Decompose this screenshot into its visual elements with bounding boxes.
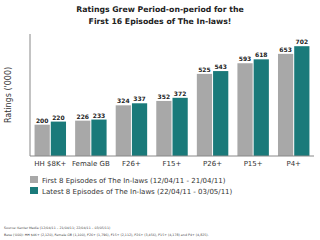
data-label: 618: [255, 51, 268, 58]
x-tick-label: F26+: [122, 160, 141, 168]
y-axis-line: [30, 34, 31, 156]
x-tick-label: HH $8K+: [34, 160, 66, 168]
bar: [35, 125, 50, 156]
data-labels: 200 226 324 352 525 593 653 220 233 337 372 543 618 7…: [36, 38, 308, 124]
data-label: 200: [36, 117, 49, 124]
chart: Ratings Grew Period-on-period for the Fir…: [0, 0, 320, 240]
bar: [75, 121, 90, 156]
bar: [213, 71, 228, 156]
bar: [91, 120, 106, 156]
data-label: 653: [279, 46, 292, 53]
data-label: 525: [198, 66, 211, 73]
bar: [132, 103, 147, 156]
x-tick-label: F15+: [163, 160, 182, 168]
data-label: 372: [174, 90, 187, 97]
legend-swatch: [30, 187, 38, 194]
bar: [237, 63, 252, 156]
title-line: First 16 Episodes of The In-laws!: [89, 17, 232, 26]
x-tick-label: Female GB: [72, 160, 110, 168]
background: [0, 0, 320, 240]
data-label: 593: [239, 55, 252, 62]
source-line: Source: Kantar Media (12/04/11 – 21/04/1…: [4, 226, 110, 230]
data-label: 226: [76, 113, 89, 120]
legend-entry: First 8 Episodes of The In-laws (12/04/1…: [42, 177, 226, 185]
bar: [197, 74, 212, 156]
y-axis-label: Ratings ('000): [4, 67, 13, 123]
data-label: 337: [133, 95, 146, 102]
bar: [278, 54, 293, 156]
data-label: 352: [158, 93, 171, 100]
bar: [156, 101, 171, 156]
bar: [116, 105, 131, 156]
bar: [294, 46, 309, 156]
x-tick-label: P15+: [244, 160, 263, 168]
source-line: Base ('000): HH $4K+ (2,120), Female GB …: [4, 233, 209, 237]
x-tick-label: P4+: [286, 160, 301, 168]
legend-entry: Latest 8 Episodes of The In-laws (22/04/…: [42, 188, 233, 196]
title: Ratings Grew Period-on-period for the Fir…: [76, 5, 243, 26]
bar: [254, 59, 269, 156]
data-label: 220: [52, 114, 65, 121]
source-note: Source: Kantar Media (12/04/11 – 21/04/1…: [4, 226, 209, 237]
x-tick-label: P26+: [203, 160, 222, 168]
x-axis-line: [30, 156, 314, 157]
title-line: Ratings Grew Period-on-period for the: [76, 5, 243, 14]
data-label: 543: [214, 63, 227, 70]
bars: [35, 46, 310, 156]
legend-swatch: [30, 176, 38, 183]
data-label: 324: [117, 97, 130, 104]
data-label: 233: [93, 112, 106, 119]
bar: [173, 98, 188, 156]
data-label: 702: [296, 38, 309, 45]
bar: [51, 122, 66, 156]
